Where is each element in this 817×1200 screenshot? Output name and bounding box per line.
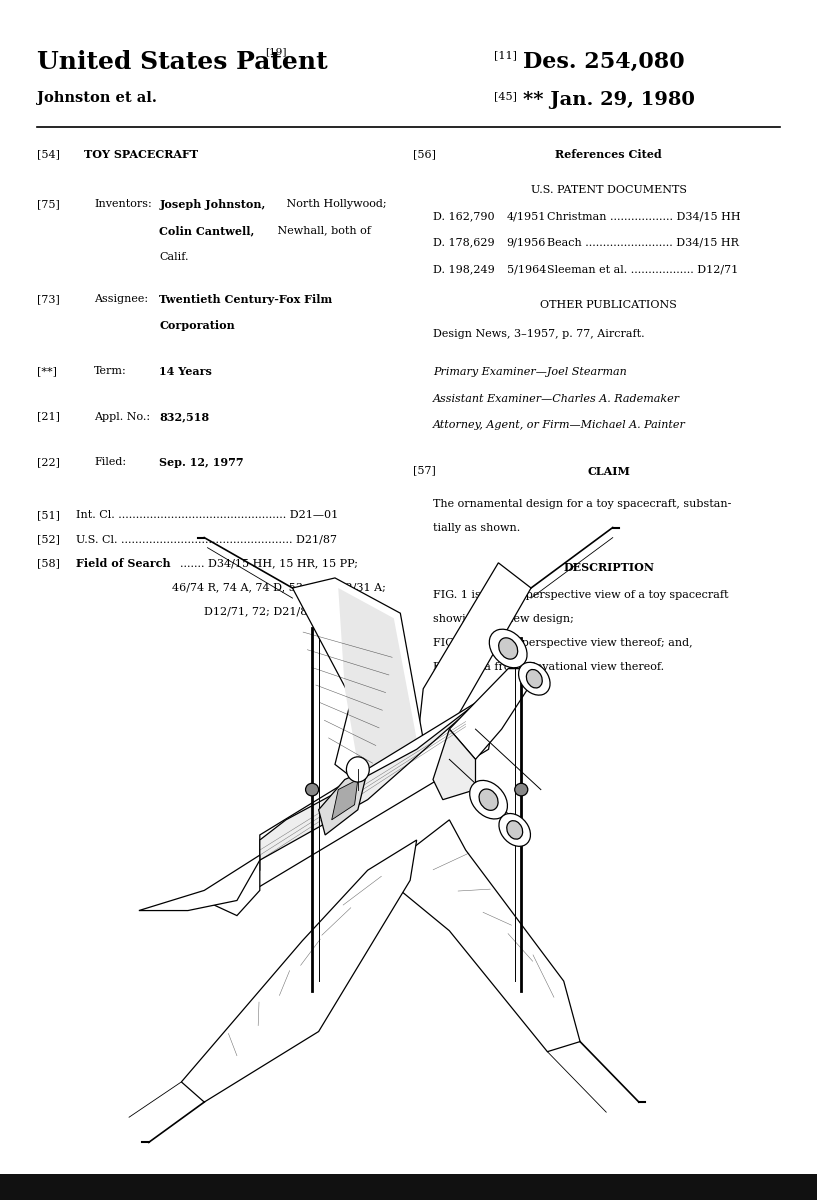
Text: [45]: [45]: [494, 91, 517, 101]
Text: Corporation: Corporation: [159, 320, 235, 331]
Ellipse shape: [306, 784, 319, 796]
Text: [75]: [75]: [37, 199, 60, 209]
Text: Design News, 3–1957, p. 77, Aircraft.: Design News, 3–1957, p. 77, Aircraft.: [433, 329, 645, 338]
Text: [56]: [56]: [413, 149, 435, 158]
Ellipse shape: [470, 780, 507, 818]
Text: Appl. No.:: Appl. No.:: [94, 412, 150, 421]
Text: Sleeman et al. .................. D12/71: Sleeman et al. .................. D12/71: [547, 264, 739, 274]
Text: References Cited: References Cited: [556, 149, 662, 160]
Text: 832,518: 832,518: [159, 412, 209, 422]
Polygon shape: [400, 820, 580, 1051]
Ellipse shape: [507, 821, 523, 839]
Text: DESCRIPTION: DESCRIPTION: [563, 562, 654, 572]
Text: tially as shown.: tially as shown.: [433, 523, 520, 533]
Text: showing our new design;: showing our new design;: [433, 614, 574, 624]
Polygon shape: [237, 698, 495, 900]
Polygon shape: [449, 668, 528, 760]
Text: [58]: [58]: [37, 558, 60, 568]
Text: U.S. PATENT DOCUMENTS: U.S. PATENT DOCUMENTS: [531, 185, 686, 194]
Ellipse shape: [515, 784, 528, 796]
Text: FIG. 2 is a rear perspective view thereof; and,: FIG. 2 is a rear perspective view thereo…: [433, 638, 693, 648]
Text: Primary Examiner—Joel Stearman: Primary Examiner—Joel Stearman: [433, 367, 627, 377]
Text: Attorney, Agent, or Firm—Michael A. Painter: Attorney, Agent, or Firm—Michael A. Pain…: [433, 420, 686, 430]
Text: [22]: [22]: [37, 457, 60, 467]
Text: Field of Search: Field of Search: [76, 558, 171, 569]
Polygon shape: [338, 588, 417, 780]
Ellipse shape: [479, 790, 498, 810]
Text: FIG. 3 is a front elevational view thereof.: FIG. 3 is a front elevational view there…: [433, 662, 664, 672]
Ellipse shape: [346, 757, 369, 782]
Text: Int. Cl. ................................................ D21—01: Int. Cl. ...............................…: [76, 510, 338, 520]
Text: [**]: [**]: [37, 366, 56, 376]
Text: D. 198,249: D. 198,249: [433, 264, 495, 274]
Text: U.S. Cl. ................................................. D21/87: U.S. Cl. ...............................…: [76, 534, 337, 544]
Polygon shape: [319, 769, 368, 835]
Text: Twentieth Century-Fox Film: Twentieth Century-Fox Film: [159, 294, 333, 305]
Text: D12/71, 72; D21/87: D12/71, 72; D21/87: [204, 606, 315, 616]
Text: The ornamental design for a toy spacecraft, substan-: The ornamental design for a toy spacecra…: [433, 499, 731, 509]
Text: [54]: [54]: [37, 149, 60, 158]
Text: [21]: [21]: [37, 412, 60, 421]
Text: Colin Cantwell,: Colin Cantwell,: [159, 226, 255, 236]
Polygon shape: [292, 578, 423, 790]
Polygon shape: [417, 563, 531, 749]
Text: [11]: [11]: [494, 50, 517, 60]
Polygon shape: [332, 780, 358, 820]
Text: Joseph Johnston,: Joseph Johnston,: [159, 199, 266, 210]
Polygon shape: [139, 856, 260, 911]
Text: OTHER PUBLICATIONS: OTHER PUBLICATIONS: [540, 300, 677, 310]
Text: Christman .................. D34/15 HH: Christman .................. D34/15 HH: [547, 211, 741, 221]
Ellipse shape: [498, 638, 518, 659]
Text: ....... D34/15 HH, 15 HR, 15 PP;: ....... D34/15 HH, 15 HR, 15 PP;: [180, 558, 358, 568]
Polygon shape: [204, 860, 260, 916]
Text: Assignee:: Assignee:: [94, 294, 148, 304]
Text: [73]: [73]: [37, 294, 60, 304]
Text: TOY SPACECRAFT: TOY SPACECRAFT: [84, 149, 199, 160]
Text: 4/1951: 4/1951: [507, 211, 546, 221]
Polygon shape: [433, 730, 475, 799]
Text: [52]: [52]: [37, 534, 60, 544]
Ellipse shape: [519, 662, 550, 695]
Text: D. 162,790: D. 162,790: [433, 211, 494, 221]
Text: CLAIM: CLAIM: [587, 466, 630, 476]
Text: Term:: Term:: [94, 366, 127, 376]
Text: Filed:: Filed:: [94, 457, 126, 467]
Text: [57]: [57]: [413, 466, 435, 475]
Text: ** Jan. 29, 1980: ** Jan. 29, 1980: [523, 91, 694, 109]
Text: Beach ......................... D34/15 HR: Beach ......................... D34/15 H…: [547, 238, 739, 247]
Text: Johnston et al.: Johnston et al.: [37, 91, 157, 106]
Text: [51]: [51]: [37, 510, 60, 520]
Text: 5/1964: 5/1964: [507, 264, 546, 274]
Text: D. 178,629: D. 178,629: [433, 238, 494, 247]
Text: [19]: [19]: [266, 47, 287, 55]
Text: Des. 254,080: Des. 254,080: [523, 50, 685, 72]
Polygon shape: [181, 840, 417, 1102]
Text: Calif.: Calif.: [159, 252, 189, 262]
Polygon shape: [260, 689, 495, 860]
Ellipse shape: [526, 670, 542, 688]
Text: North Hollywood;: North Hollywood;: [283, 199, 387, 209]
Ellipse shape: [489, 629, 527, 667]
Text: Newhall, both of: Newhall, both of: [274, 226, 371, 235]
Text: Sep. 12, 1977: Sep. 12, 1977: [159, 457, 244, 468]
Text: Inventors:: Inventors:: [94, 199, 152, 209]
Bar: [0, 1174, 817, 1200]
Ellipse shape: [499, 814, 530, 846]
Text: 46/74 R, 74 A, 74 D, 53, 58; 272/31 A;: 46/74 R, 74 A, 74 D, 53, 58; 272/31 A;: [172, 582, 386, 592]
Text: FIG. 1 is a front perspective view of a toy spacecraft: FIG. 1 is a front perspective view of a …: [433, 590, 729, 600]
Text: 14 Years: 14 Years: [159, 366, 212, 377]
Text: United States Patent: United States Patent: [37, 50, 328, 74]
Text: Assistant Examiner—Charles A. Rademaker: Assistant Examiner—Charles A. Rademaker: [433, 394, 680, 403]
Text: 9/1956: 9/1956: [507, 238, 546, 247]
